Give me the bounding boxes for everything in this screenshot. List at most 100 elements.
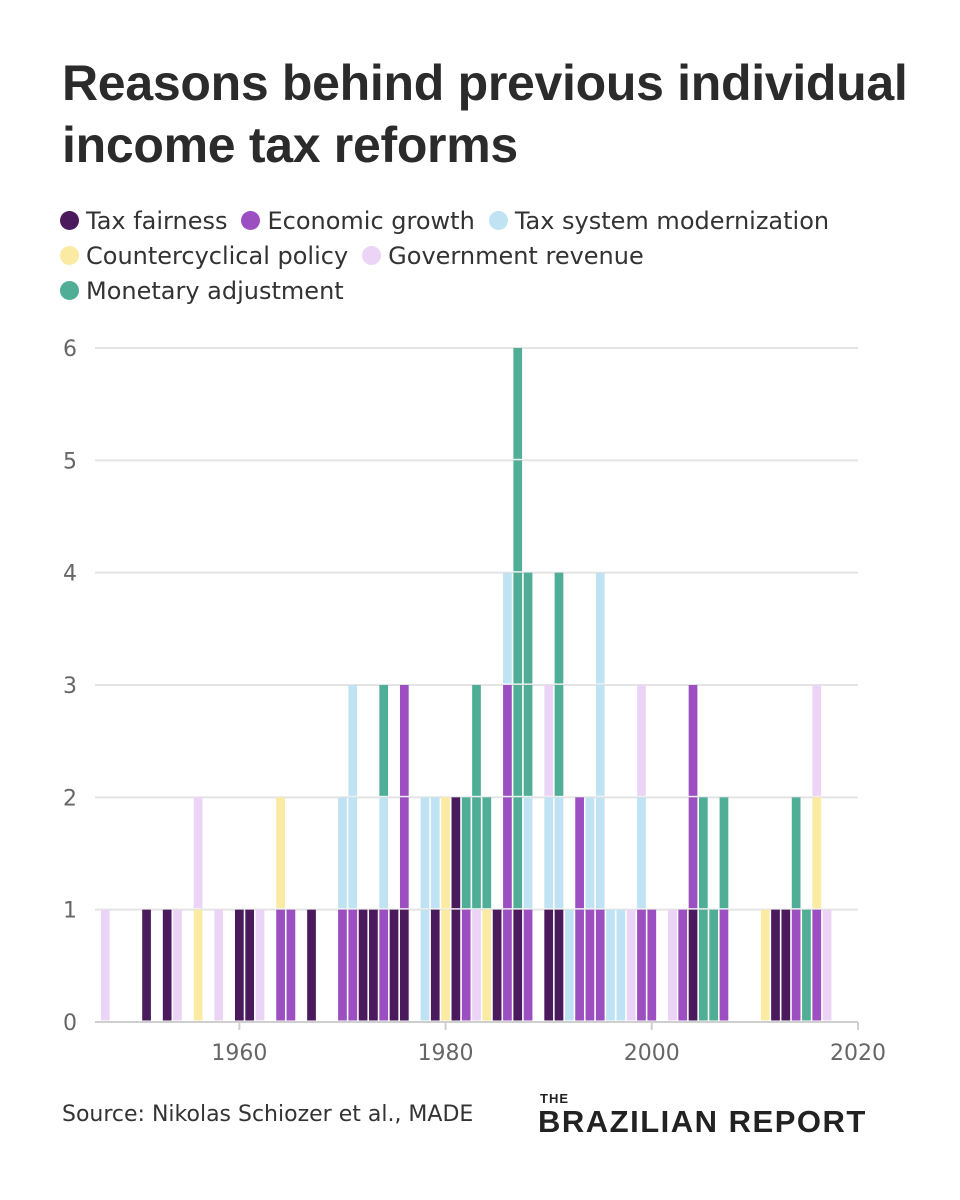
- bar-segment: [379, 909, 389, 1021]
- bar-segment: [688, 909, 698, 1021]
- bar-segment: [802, 909, 811, 1021]
- bar-segment: [719, 909, 729, 1021]
- source-note: Source: Nikolas Schiozer et al., MADE: [62, 1102, 474, 1127]
- bar-segment: [162, 909, 172, 1021]
- bar-segment: [554, 909, 564, 1021]
- bar-segment: [399, 685, 409, 796]
- y-tick-label: 5: [63, 449, 77, 474]
- bar-segment: [142, 909, 151, 1021]
- legend-label: Countercyclical policy: [86, 241, 349, 270]
- bars: [100, 348, 832, 1021]
- bar-segment: [245, 909, 255, 1021]
- bar-segment: [812, 909, 822, 1021]
- bar-segment: [668, 909, 677, 1021]
- bar-segment: [430, 797, 440, 909]
- bar-segment: [369, 909, 378, 1021]
- bar-segment: [503, 909, 512, 1021]
- bar-segment: [430, 909, 440, 1021]
- bar-segment: [482, 909, 492, 1021]
- bar-segment: [286, 909, 296, 1021]
- bar-segment: [523, 909, 533, 1021]
- bar-segment: [595, 572, 605, 684]
- bar-segment: [100, 909, 110, 1021]
- bar-segment: [606, 909, 615, 1021]
- bar-segment: [544, 909, 554, 1021]
- chart-title: Reasons behind previous individual incom…: [62, 55, 908, 173]
- y-tick-label: 4: [63, 562, 77, 587]
- legend-label: Economic growth: [267, 206, 475, 235]
- brand-logo: THE BRAZILIAN REPORT: [538, 1092, 867, 1138]
- bar-segment: [307, 909, 316, 1021]
- bar-segment: [441, 797, 450, 909]
- bar-segment: [338, 909, 347, 1021]
- bar-segment: [503, 572, 512, 684]
- bar-segment: [379, 797, 389, 909]
- bar-segment: [678, 909, 688, 1021]
- y-tick-label: 3: [63, 674, 77, 699]
- bar-segment: [513, 797, 523, 909]
- legend-label: Tax system modernization: [514, 206, 830, 235]
- bar-segment: [503, 685, 512, 796]
- y-tick-label: 2: [63, 786, 77, 811]
- bar-segment: [358, 909, 368, 1021]
- legend-row: Countercyclical policy Government revenu…: [60, 238, 920, 273]
- bar-segment: [399, 909, 409, 1021]
- bar-segment: [698, 797, 708, 909]
- bar-segment: [420, 909, 430, 1021]
- bar-segment: [338, 797, 347, 909]
- bar-segment: [791, 797, 801, 909]
- bar-segment: [523, 797, 533, 909]
- x-tick-label: 1960: [211, 1041, 267, 1066]
- bar-segment: [791, 909, 801, 1021]
- bar-segment: [379, 685, 389, 796]
- bar-segment: [513, 460, 523, 572]
- bar-segment: [771, 909, 780, 1021]
- bar-segment: [637, 909, 646, 1021]
- bar-segment: [276, 797, 285, 909]
- bar-segment: [637, 685, 646, 796]
- bar-segment: [399, 797, 409, 909]
- bar-segment: [698, 909, 708, 1021]
- bar-segment: [441, 909, 450, 1021]
- legend-label: Government revenue: [388, 241, 644, 270]
- y-tick-label: 1: [63, 899, 77, 924]
- legend-label: Monetary adjustment: [86, 276, 344, 305]
- bar-segment: [616, 909, 626, 1021]
- bar-segment: [348, 797, 358, 909]
- y-tick-label: 0: [63, 1011, 77, 1036]
- bar-segment: [812, 685, 822, 796]
- bar-segment: [348, 685, 358, 796]
- bar-segment: [513, 348, 523, 459]
- bar-segment: [482, 797, 492, 909]
- legend-item-economic-growth: Economic growth: [241, 206, 475, 235]
- bar-segment: [719, 797, 729, 909]
- bar-segment: [585, 909, 595, 1021]
- bar-segment: [637, 797, 646, 909]
- bar-segment: [595, 797, 605, 909]
- bar-segment: [389, 909, 399, 1021]
- y-tick-label: 6: [63, 337, 77, 362]
- bar-segment: [513, 572, 523, 684]
- bar-segment: [544, 685, 554, 796]
- bar-segment: [544, 797, 554, 909]
- bar-segment: [348, 909, 358, 1021]
- bar-segment: [709, 909, 719, 1021]
- legend-item-government-revenue: Government revenue: [362, 242, 644, 270]
- bar-segment: [585, 797, 595, 909]
- bar-segment: [647, 909, 657, 1021]
- bar-segment: [564, 909, 574, 1021]
- bar-segment: [472, 797, 481, 909]
- bar-segment: [595, 685, 605, 796]
- bar-segment: [760, 909, 770, 1021]
- bar-segment: [461, 909, 471, 1021]
- bar-segment: [420, 797, 430, 909]
- bar-segment: [255, 909, 265, 1021]
- legend-swatch: [60, 211, 79, 230]
- legend-item-monetary-adjustment: Monetary adjustment: [60, 277, 344, 305]
- legend-swatch: [362, 246, 382, 265]
- logo-wordmark: BRAZILIAN REPORT: [538, 1104, 867, 1139]
- bar-segment: [523, 685, 533, 796]
- bar-segment: [513, 909, 523, 1021]
- legend-swatch: [241, 211, 261, 230]
- bar-segment: [193, 909, 203, 1021]
